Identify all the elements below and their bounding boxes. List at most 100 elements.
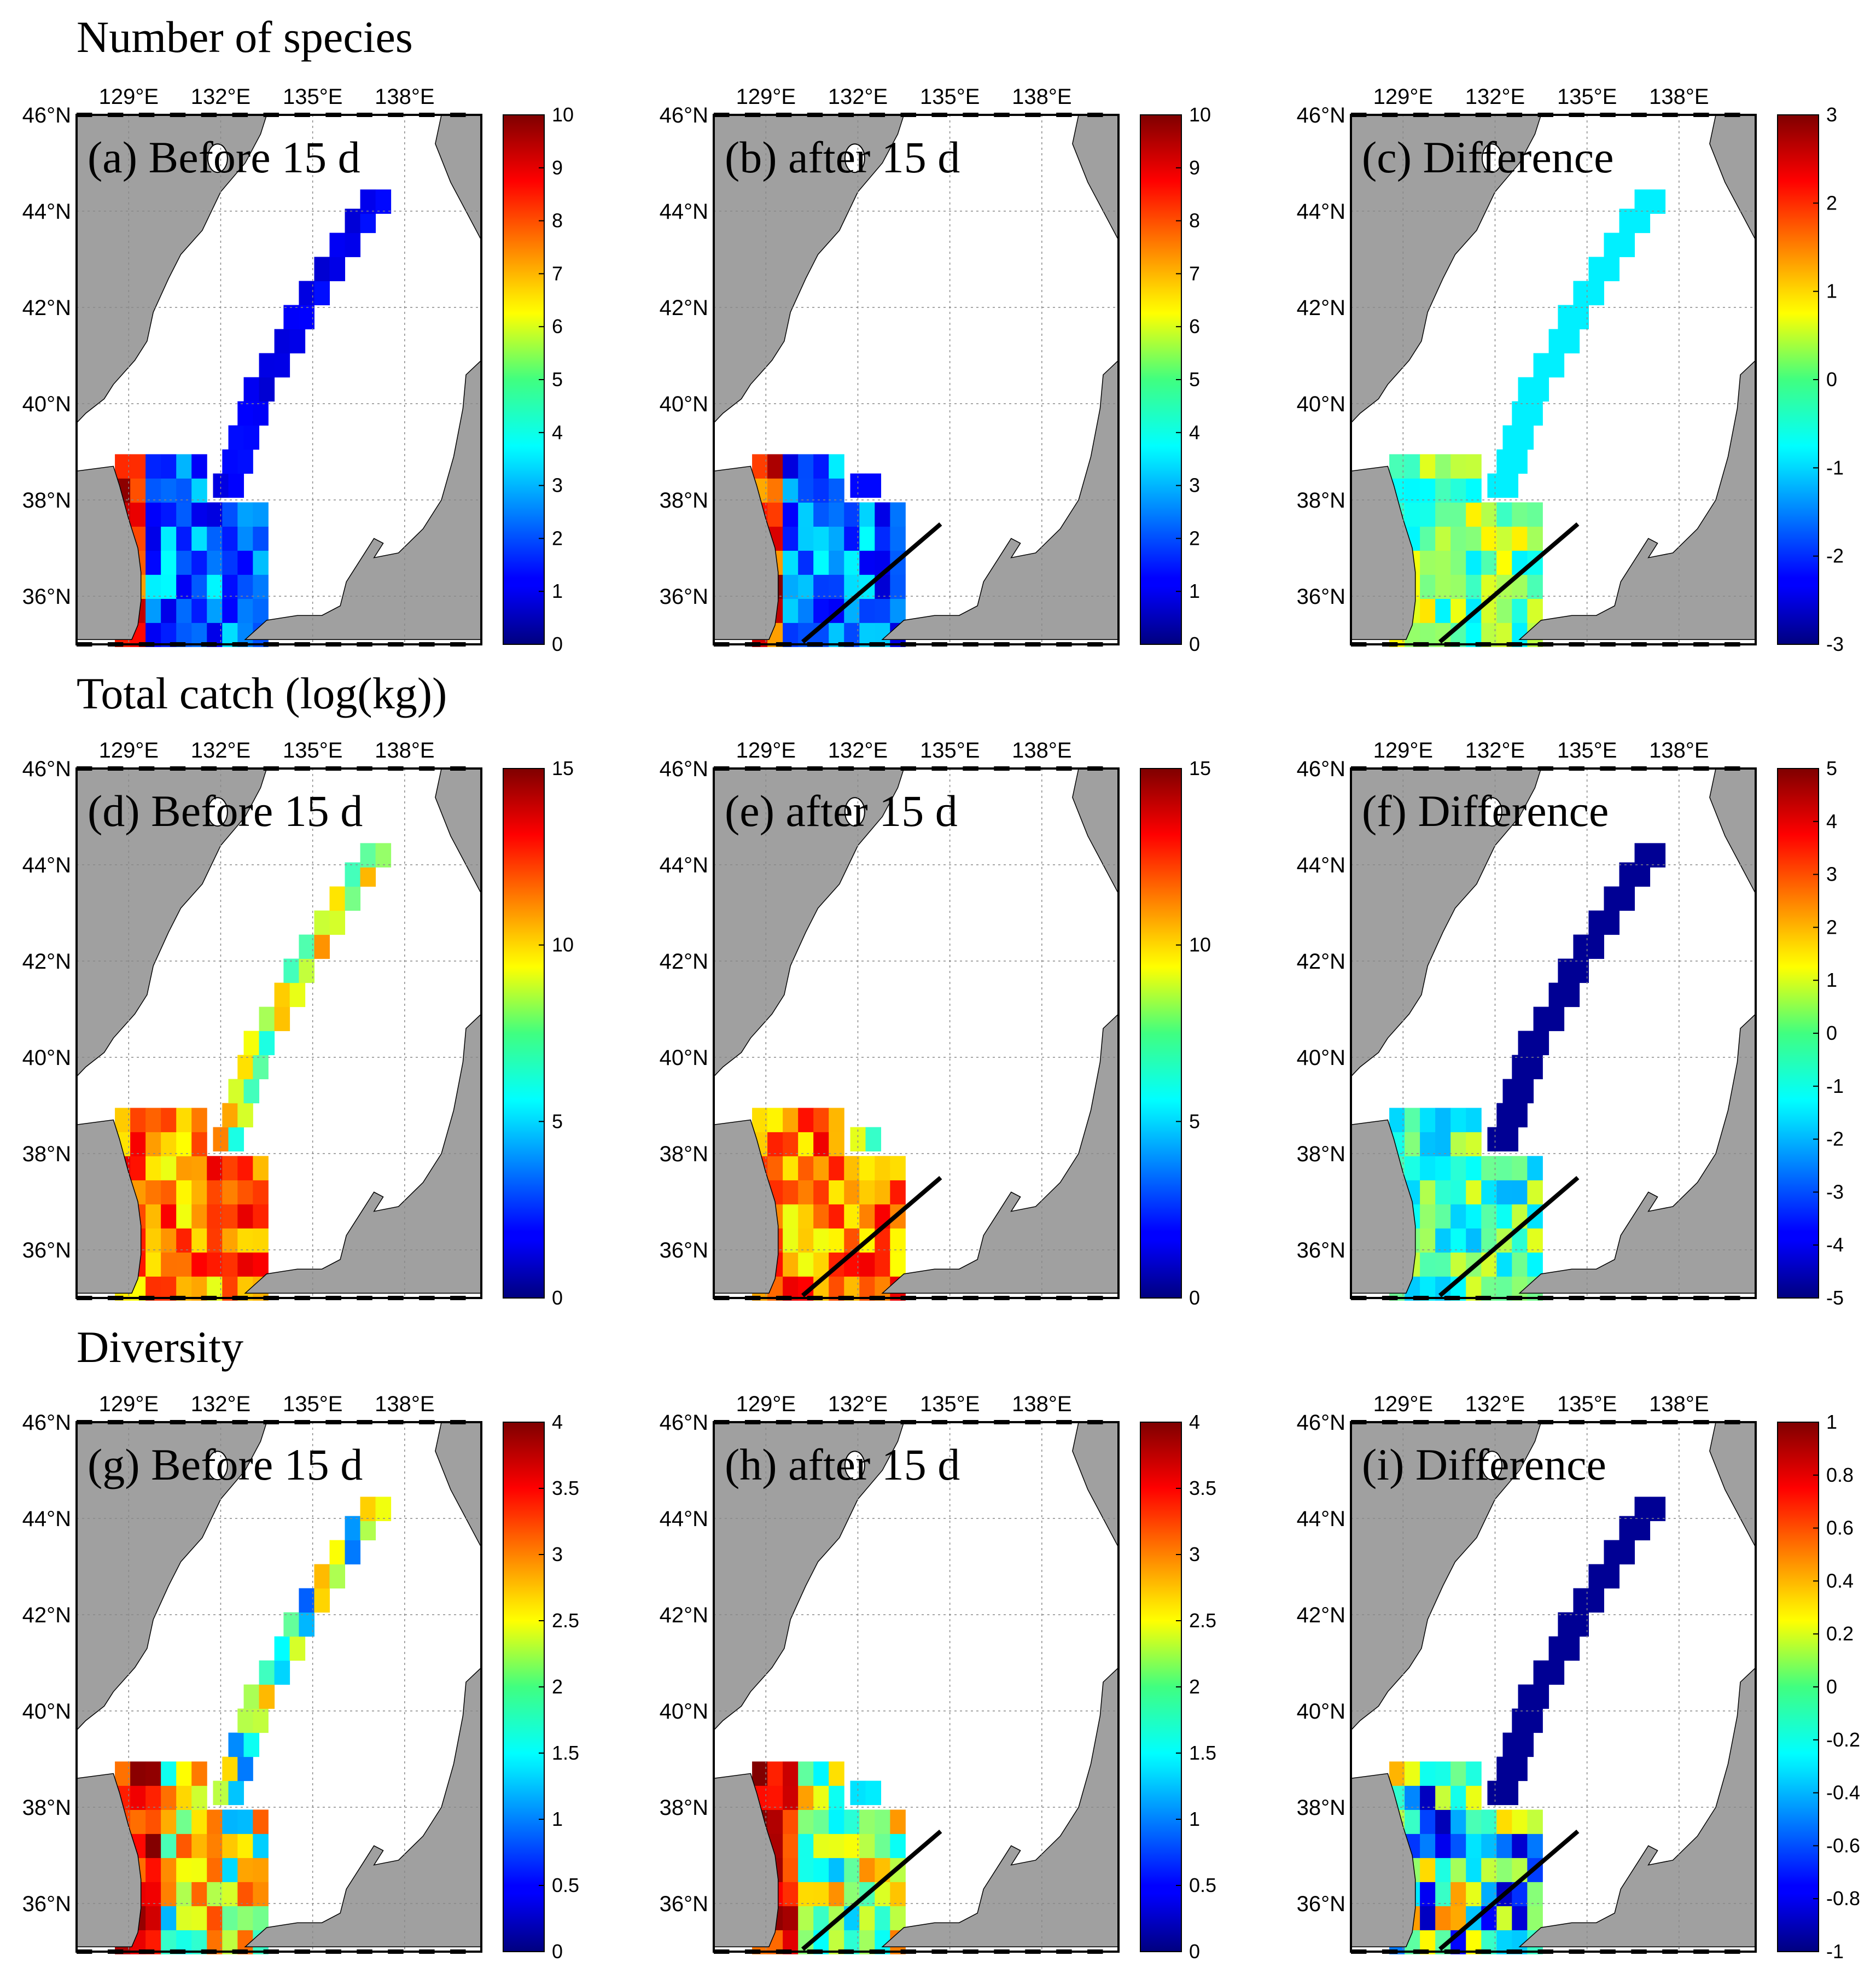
frame-tick [138,766,155,771]
grid-cell [829,526,844,551]
frame-tick [963,766,978,771]
grid-cell [1481,526,1497,551]
frame-tick [807,766,823,771]
grid-cell [859,1252,875,1277]
frame-tick [263,1296,279,1300]
frame-tick [1569,1949,1584,1954]
grid-cell [1496,526,1512,551]
lon-tick-label: 129°E [1373,738,1433,762]
lat-tick-label: 46°N [22,1411,71,1435]
grid-cell [222,1833,238,1858]
grid-cell [865,473,882,498]
grid-cell [1548,353,1565,378]
grid-cell [145,526,161,551]
grid-cell [237,526,253,551]
colorbar [1140,1422,1182,1952]
grid-cell [207,1882,223,1906]
grid-cell [191,502,207,527]
grid-cell [1634,189,1651,214]
grid-cell [859,1156,875,1180]
grid-cell [1466,526,1482,551]
grid-cell [1420,454,1436,479]
grid-cell [1481,550,1497,575]
grid-cell [375,189,392,214]
grid-cell [375,1497,392,1521]
grid-cell [844,550,860,575]
grid-cell [161,1809,177,1834]
section-line [1438,1829,1580,1951]
lat-tick-label: 44°N [660,200,708,224]
lake-khanka [1481,1451,1502,1481]
frame-tick [744,766,761,771]
grid-cell [345,208,361,234]
section-line [801,1175,942,1297]
colorbar-tick-label: 10 [1189,103,1211,126]
frame-tick [931,1949,947,1954]
panel-label: (a) Before 15 d [88,132,360,182]
panel-label: (d) Before 15 d [88,786,363,836]
grid-cell [1450,454,1466,479]
grid-cell [829,1858,844,1882]
grid-cell [1527,1055,1543,1080]
frame-tick [77,1296,92,1300]
grid-cell [813,1204,829,1229]
lon-tick-label: 138°E [375,85,434,109]
grid-cell [1420,1785,1436,1810]
lon-tick-label: 135°E [920,1392,980,1416]
lat-tick-label: 36°N [22,1892,71,1916]
lat-tick-label: 36°N [660,1238,708,1262]
frame-tick [1475,113,1492,117]
grid-cell [1450,550,1466,575]
frame-tick [963,1949,978,1954]
grid-cell [813,478,829,503]
colorbar-tick-label: 1 [1826,969,1837,991]
grid-cell [207,1228,223,1253]
frame-tick [1056,1296,1072,1300]
frame-tick [1413,113,1429,117]
frame-tick [1693,642,1709,647]
frame-tick [869,766,885,771]
grid-cell [1512,502,1528,527]
grid-cell [145,1180,161,1204]
row-title-species: Number of species [77,12,413,62]
grid-cell [1588,281,1604,306]
grid-cell [829,1833,844,1858]
grid-cell [207,550,223,575]
lat-tick-label: 38°N [1297,1142,1345,1166]
grid-cell [1533,1660,1549,1685]
frame-tick [388,766,404,771]
panel-label: (b) after 15 d [725,132,960,182]
grid-cell [829,1108,844,1132]
grid-cell [1389,1761,1405,1786]
grid-cell [176,1204,192,1229]
lat-tick-label: 36°N [22,1238,71,1262]
lat-tick-label: 40°N [660,1046,708,1070]
grid-cell [1420,526,1436,551]
grid-cell [1564,982,1580,1008]
lat-tick-label: 40°N [660,392,708,416]
frame-tick [807,642,823,647]
frame-tick [869,1420,885,1424]
lake-khanka [844,1451,865,1481]
grid-cell [191,1809,207,1834]
grid-cell [829,1132,844,1156]
grid-cell [1435,1180,1451,1204]
frame-tick [1475,766,1492,771]
grid-cell [115,1761,131,1786]
grid-cell [813,502,829,527]
frame-tick [1506,1420,1523,1424]
grid-cell [314,934,330,959]
grid-cell [813,1761,829,1786]
colorbar-tick-label: 1 [552,580,563,602]
grid-cell [844,1858,860,1882]
grid-cell [1466,1204,1482,1229]
lat-tick-label: 46°N [22,757,71,781]
grid-cell [798,1204,814,1229]
grid-cell [1435,1252,1451,1277]
frame-tick [1444,766,1460,771]
grid-cell [1435,1228,1451,1253]
frame-tick [776,766,792,771]
grid-cell [222,550,238,575]
frame-tick [77,1420,92,1424]
grid-cell [890,598,906,623]
